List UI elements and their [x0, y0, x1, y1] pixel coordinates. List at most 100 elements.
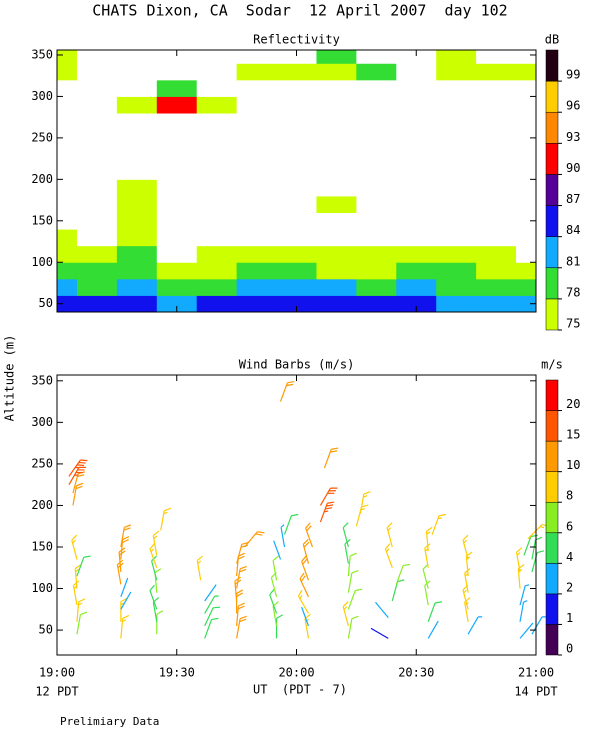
contour-cell [116, 179, 158, 197]
contour-cell [516, 129, 537, 147]
contour-cell [236, 229, 278, 247]
contour-cell [236, 212, 278, 230]
contour-cell [276, 195, 317, 214]
contour-cell [476, 162, 517, 180]
wind-barb [347, 552, 357, 577]
wind-barb [467, 616, 483, 635]
contour-cell [356, 245, 397, 263]
colorbar-label: 15 [566, 428, 580, 442]
colorbar-segment [545, 471, 559, 503]
contour-cell [116, 113, 158, 131]
contour-cell [57, 50, 78, 64]
contour-cell [76, 229, 118, 247]
wind-barb [531, 616, 547, 635]
wind-barb [342, 601, 349, 627]
colorbar-label: 99 [566, 68, 580, 82]
contour-cell [116, 278, 158, 296]
contour-cell [316, 146, 357, 164]
wind-barb [272, 555, 279, 581]
contour-cell [436, 278, 477, 296]
contour-cell [76, 162, 118, 180]
contour-cell [57, 79, 78, 97]
wind-barb [323, 447, 339, 469]
colorbar-segment [545, 205, 559, 237]
contour-cell [116, 63, 158, 81]
contour-cell [276, 229, 317, 247]
contour-cell [116, 50, 158, 64]
contour-cell [436, 129, 477, 147]
wind-barb [244, 531, 265, 548]
contour-cell [276, 278, 317, 296]
wind-barb [299, 572, 310, 598]
contour-cell [356, 146, 397, 164]
wind-barb [374, 601, 389, 618]
contour-cell [116, 245, 158, 263]
contour-cell [116, 146, 158, 164]
contour-cell [196, 278, 238, 296]
contour-cell [196, 113, 238, 131]
contour-cell [76, 295, 118, 313]
x-tick-label: 20:30 [398, 666, 434, 680]
wind-barb [275, 614, 283, 639]
contour-cell [396, 129, 437, 147]
colorbar-label: 96 [566, 99, 580, 113]
contour-cell [57, 245, 78, 263]
contour-cell [356, 50, 397, 64]
contour-cell [316, 129, 357, 147]
colorbar-segment [545, 49, 559, 82]
wind-barb [120, 614, 130, 639]
contour-cell [316, 195, 357, 214]
wind-barb [319, 501, 335, 523]
contour-cell [116, 229, 158, 247]
panel-title: Wind Barbs (m/s) [239, 358, 355, 372]
contour-cell [516, 63, 537, 81]
contour-cell [116, 195, 158, 214]
contour-cell [476, 96, 517, 114]
x-axis-label: UT (PDT - 7) [253, 683, 347, 697]
contour-cell [356, 195, 397, 214]
colorbar-label: 1 [566, 611, 573, 625]
contour-cell [57, 195, 78, 214]
contour-cell [156, 146, 198, 164]
contour-cell [476, 278, 517, 296]
colorbar-segment [545, 143, 559, 175]
contour-cell [436, 146, 477, 164]
wind-barb [204, 584, 217, 602]
contour-cell [116, 262, 158, 280]
y-tick-label: 50 [39, 296, 53, 310]
contour-cell [236, 295, 278, 313]
contour-cell [476, 262, 517, 280]
wind-barb [120, 591, 132, 610]
contour-cell [476, 195, 517, 214]
wind-barb [359, 491, 371, 514]
contour-cell [476, 146, 517, 164]
y-tick-label: 350 [31, 47, 53, 61]
contour-cell [76, 79, 118, 97]
contour-cell [396, 113, 437, 131]
wind-barb [302, 538, 310, 564]
contour-cell [396, 179, 437, 197]
contour-cell [57, 179, 78, 197]
contour-cell [76, 113, 118, 131]
contour-cell [156, 50, 198, 64]
wind-barbs [68, 380, 550, 639]
contour-cell [156, 262, 198, 280]
contour-cell [156, 129, 198, 147]
wind-barb [120, 597, 128, 622]
colorbar-label: 4 [566, 550, 573, 564]
end-label: 14 PDT [514, 685, 557, 699]
contour-cell [476, 63, 517, 81]
contour-cell [57, 162, 78, 180]
colorbar-segment [545, 379, 559, 411]
x-tick-label: 21:00 [518, 666, 554, 680]
colorbar-label: 75 [566, 317, 580, 331]
wind-barb [149, 543, 158, 568]
contour-cell [476, 229, 517, 247]
contour-cell [316, 212, 357, 230]
wind-barb [347, 615, 359, 639]
y-tick-label: 200 [31, 498, 53, 512]
contour-cell [436, 229, 477, 247]
contour-cell [316, 162, 357, 180]
wind-barb [342, 522, 349, 548]
colorbar-segment [545, 440, 559, 472]
